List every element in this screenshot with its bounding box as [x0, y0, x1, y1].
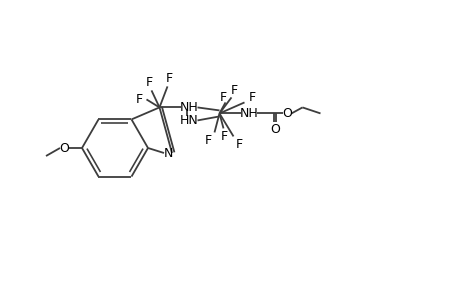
Text: F: F — [205, 134, 212, 147]
Text: NH: NH — [180, 101, 198, 114]
Text: F: F — [146, 76, 153, 89]
Text: NH: NH — [240, 107, 258, 120]
Text: O: O — [270, 123, 280, 136]
Text: F: F — [230, 84, 238, 97]
Text: F: F — [219, 91, 227, 104]
Text: HN: HN — [180, 114, 198, 127]
Text: F: F — [166, 72, 173, 85]
Text: F: F — [248, 91, 256, 104]
Text: F: F — [235, 138, 242, 151]
Text: O: O — [59, 142, 69, 154]
Text: N: N — [163, 146, 172, 160]
Text: F: F — [136, 93, 143, 106]
Text: O: O — [282, 107, 292, 120]
Text: F: F — [220, 130, 228, 143]
